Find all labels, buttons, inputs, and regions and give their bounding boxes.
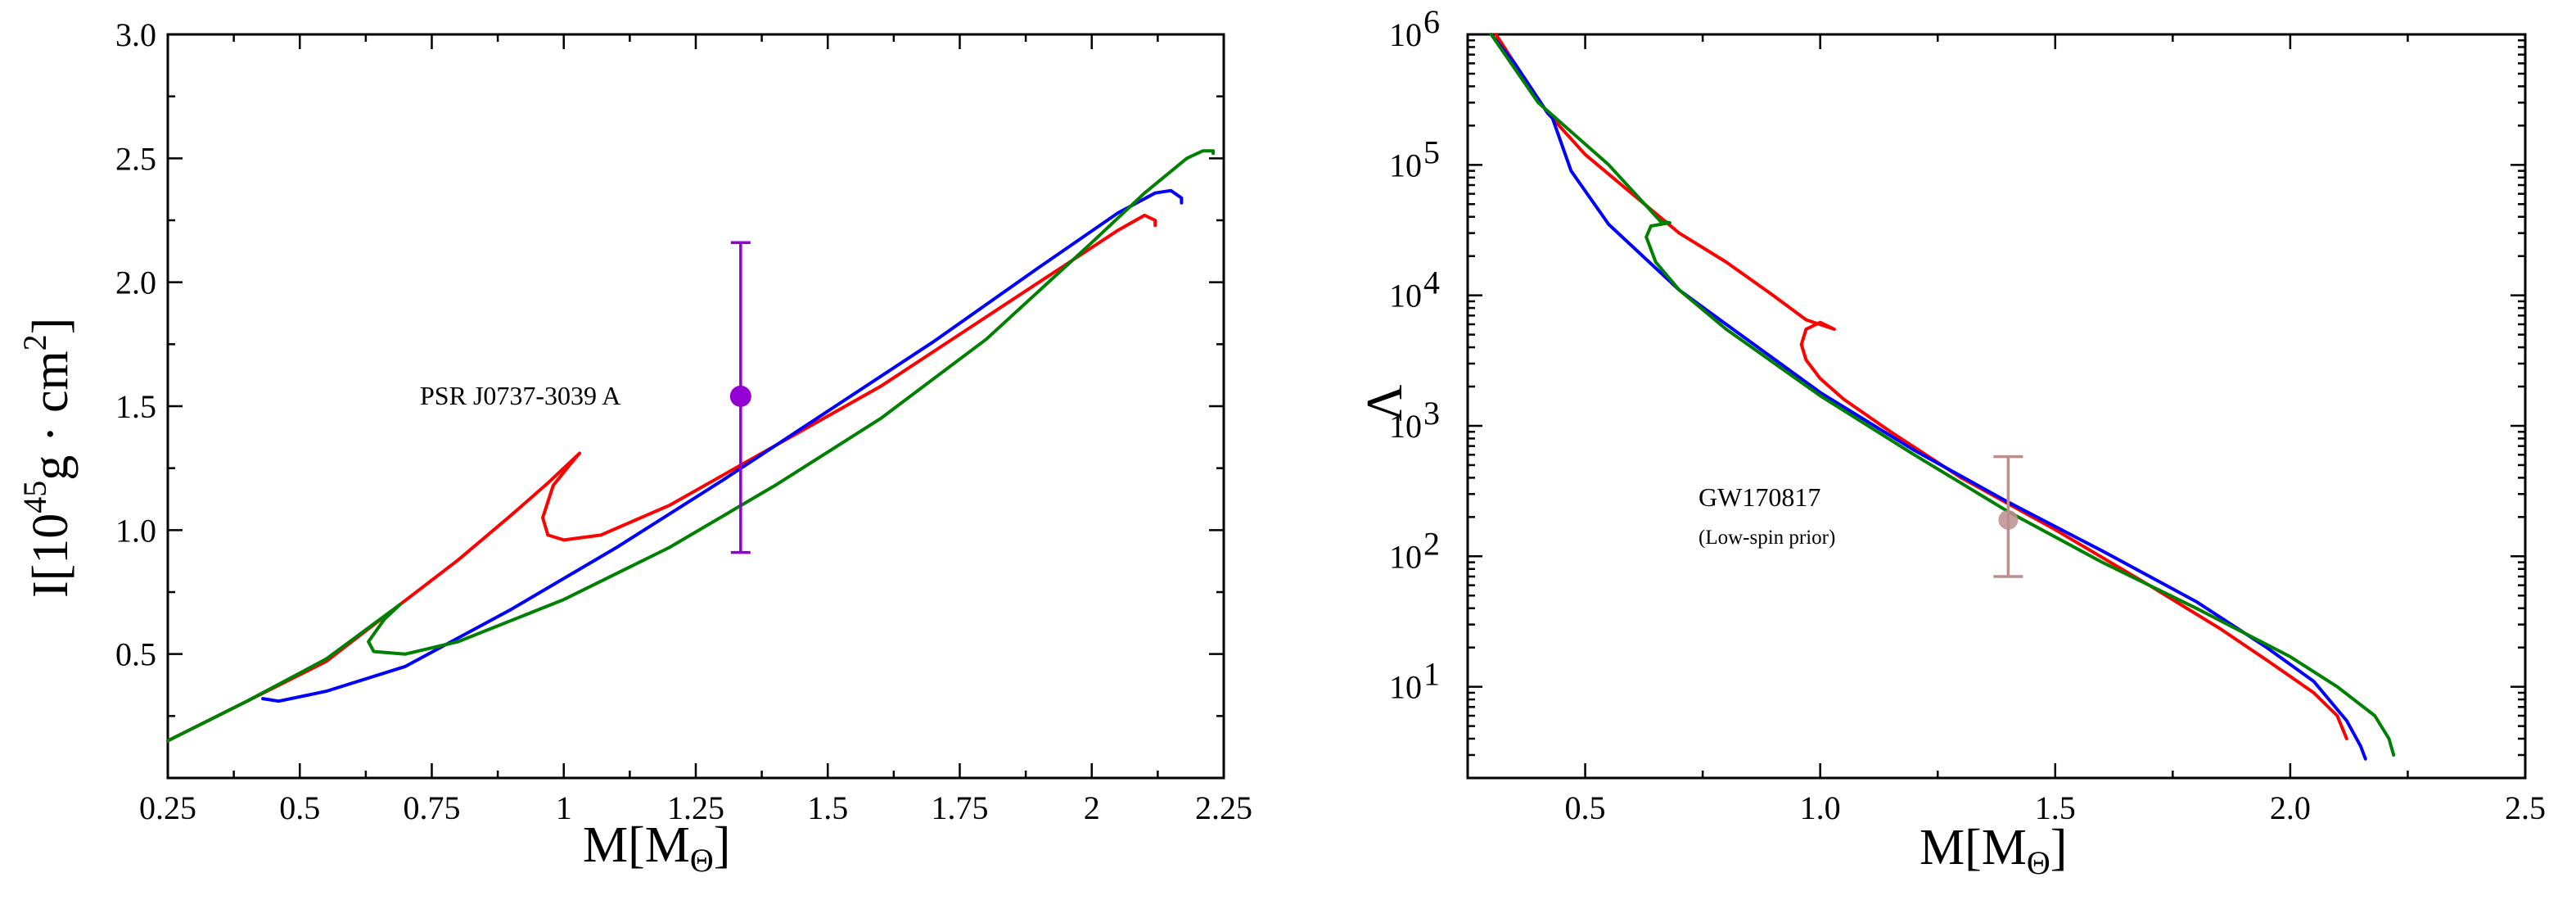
y-tick-exponent: 6 xyxy=(1423,3,1440,40)
y-axis-title-right: Λ xyxy=(1357,384,1413,421)
series-line-red xyxy=(1494,33,2348,740)
series-line-green xyxy=(1489,33,2396,757)
x-tick-label: 0.5 xyxy=(279,789,320,826)
x-tick-label: 0.75 xyxy=(404,789,461,826)
annotation-right: GW170817 xyxy=(1699,482,1820,512)
y-tick-exponent: 1 xyxy=(1423,656,1440,693)
x-tick-label: 0.25 xyxy=(139,789,196,826)
x-tick-labels-left: 0.25 0.5 0.75 1 1.25 1.5 1.75 2 2.25 xyxy=(139,789,1252,826)
x-tick-label: 2.5 xyxy=(2505,789,2546,826)
chart-left: 0.25 0.5 0.75 1 1.25 1.5 1.75 2 2.25 0.5 1.0 1.5 2.… xyxy=(16,16,1252,879)
x-tick-label: 2.25 xyxy=(1195,789,1252,826)
ticks-left xyxy=(166,33,1225,780)
series-line-red xyxy=(166,213,1157,743)
x-axis-title-right: M[MΘ] xyxy=(1920,820,2067,881)
data-point-marker xyxy=(729,385,751,407)
y-tick-label: 1.5 xyxy=(115,388,156,425)
y-tick-exponent: 4 xyxy=(1423,265,1440,301)
y-tick-label: 0.5 xyxy=(115,636,156,673)
y-tick-label: 2.5 xyxy=(115,140,156,177)
series-left xyxy=(166,149,1216,743)
y-tick-labels-left: 0.5 1.0 1.5 2.0 2.5 3.0 xyxy=(115,16,156,673)
annotation-right-sub: (Low-spin prior) xyxy=(1699,527,1835,549)
plot-frame-right xyxy=(1466,33,2527,780)
x-tick-label: 0.5 xyxy=(1565,789,1606,826)
x-tick-label: 1.0 xyxy=(1800,789,1841,826)
x-tick-label: 1.75 xyxy=(932,789,989,826)
y-axis-title-left: I[1045g · cm2] xyxy=(16,318,79,598)
y-tick-label: 2.0 xyxy=(115,265,156,301)
y-tick-label: 10 xyxy=(1389,16,1422,53)
y-tick-label: 10 xyxy=(1389,669,1422,706)
y-tick-label: 10 xyxy=(1389,538,1422,575)
x-tick-label: 1 xyxy=(556,789,572,826)
x-tick-label: 1.5 xyxy=(807,789,848,826)
series-line-green xyxy=(166,149,1216,743)
x-axis-title-left: M[MΘ] xyxy=(583,817,730,879)
ticks-right xyxy=(1466,33,2527,780)
error-bar-right xyxy=(1993,455,2023,578)
series-line-blue xyxy=(1489,33,2367,761)
x-tick-label: 1.25 xyxy=(667,789,724,826)
y-tick-label: 10 xyxy=(1389,408,1422,445)
plot-frame-left xyxy=(166,33,1225,780)
y-tick-exponent: 5 xyxy=(1423,133,1440,170)
annotation-left: PSR J0737-3039 A xyxy=(420,381,620,410)
y-tick-label: 10 xyxy=(1389,278,1422,314)
x-tick-label: 2.0 xyxy=(2270,789,2311,826)
y-tick-label: 1.0 xyxy=(115,512,156,549)
series-line-blue xyxy=(261,188,1184,703)
x-tick-label: 1.5 xyxy=(2035,789,2076,826)
y-tick-exponent: 3 xyxy=(1423,395,1440,432)
y-tick-label: 3.0 xyxy=(115,16,156,53)
series-right xyxy=(1489,33,2396,761)
y-tick-label: 10 xyxy=(1389,147,1422,183)
error-bar-left xyxy=(729,241,751,554)
data-point-marker xyxy=(1998,509,2019,530)
x-tick-labels-right: 0.5 1.0 1.5 2.0 2.5 xyxy=(1565,789,2546,826)
x-tick-label: 2 xyxy=(1084,789,1100,826)
y-tick-exponent: 2 xyxy=(1423,525,1440,562)
